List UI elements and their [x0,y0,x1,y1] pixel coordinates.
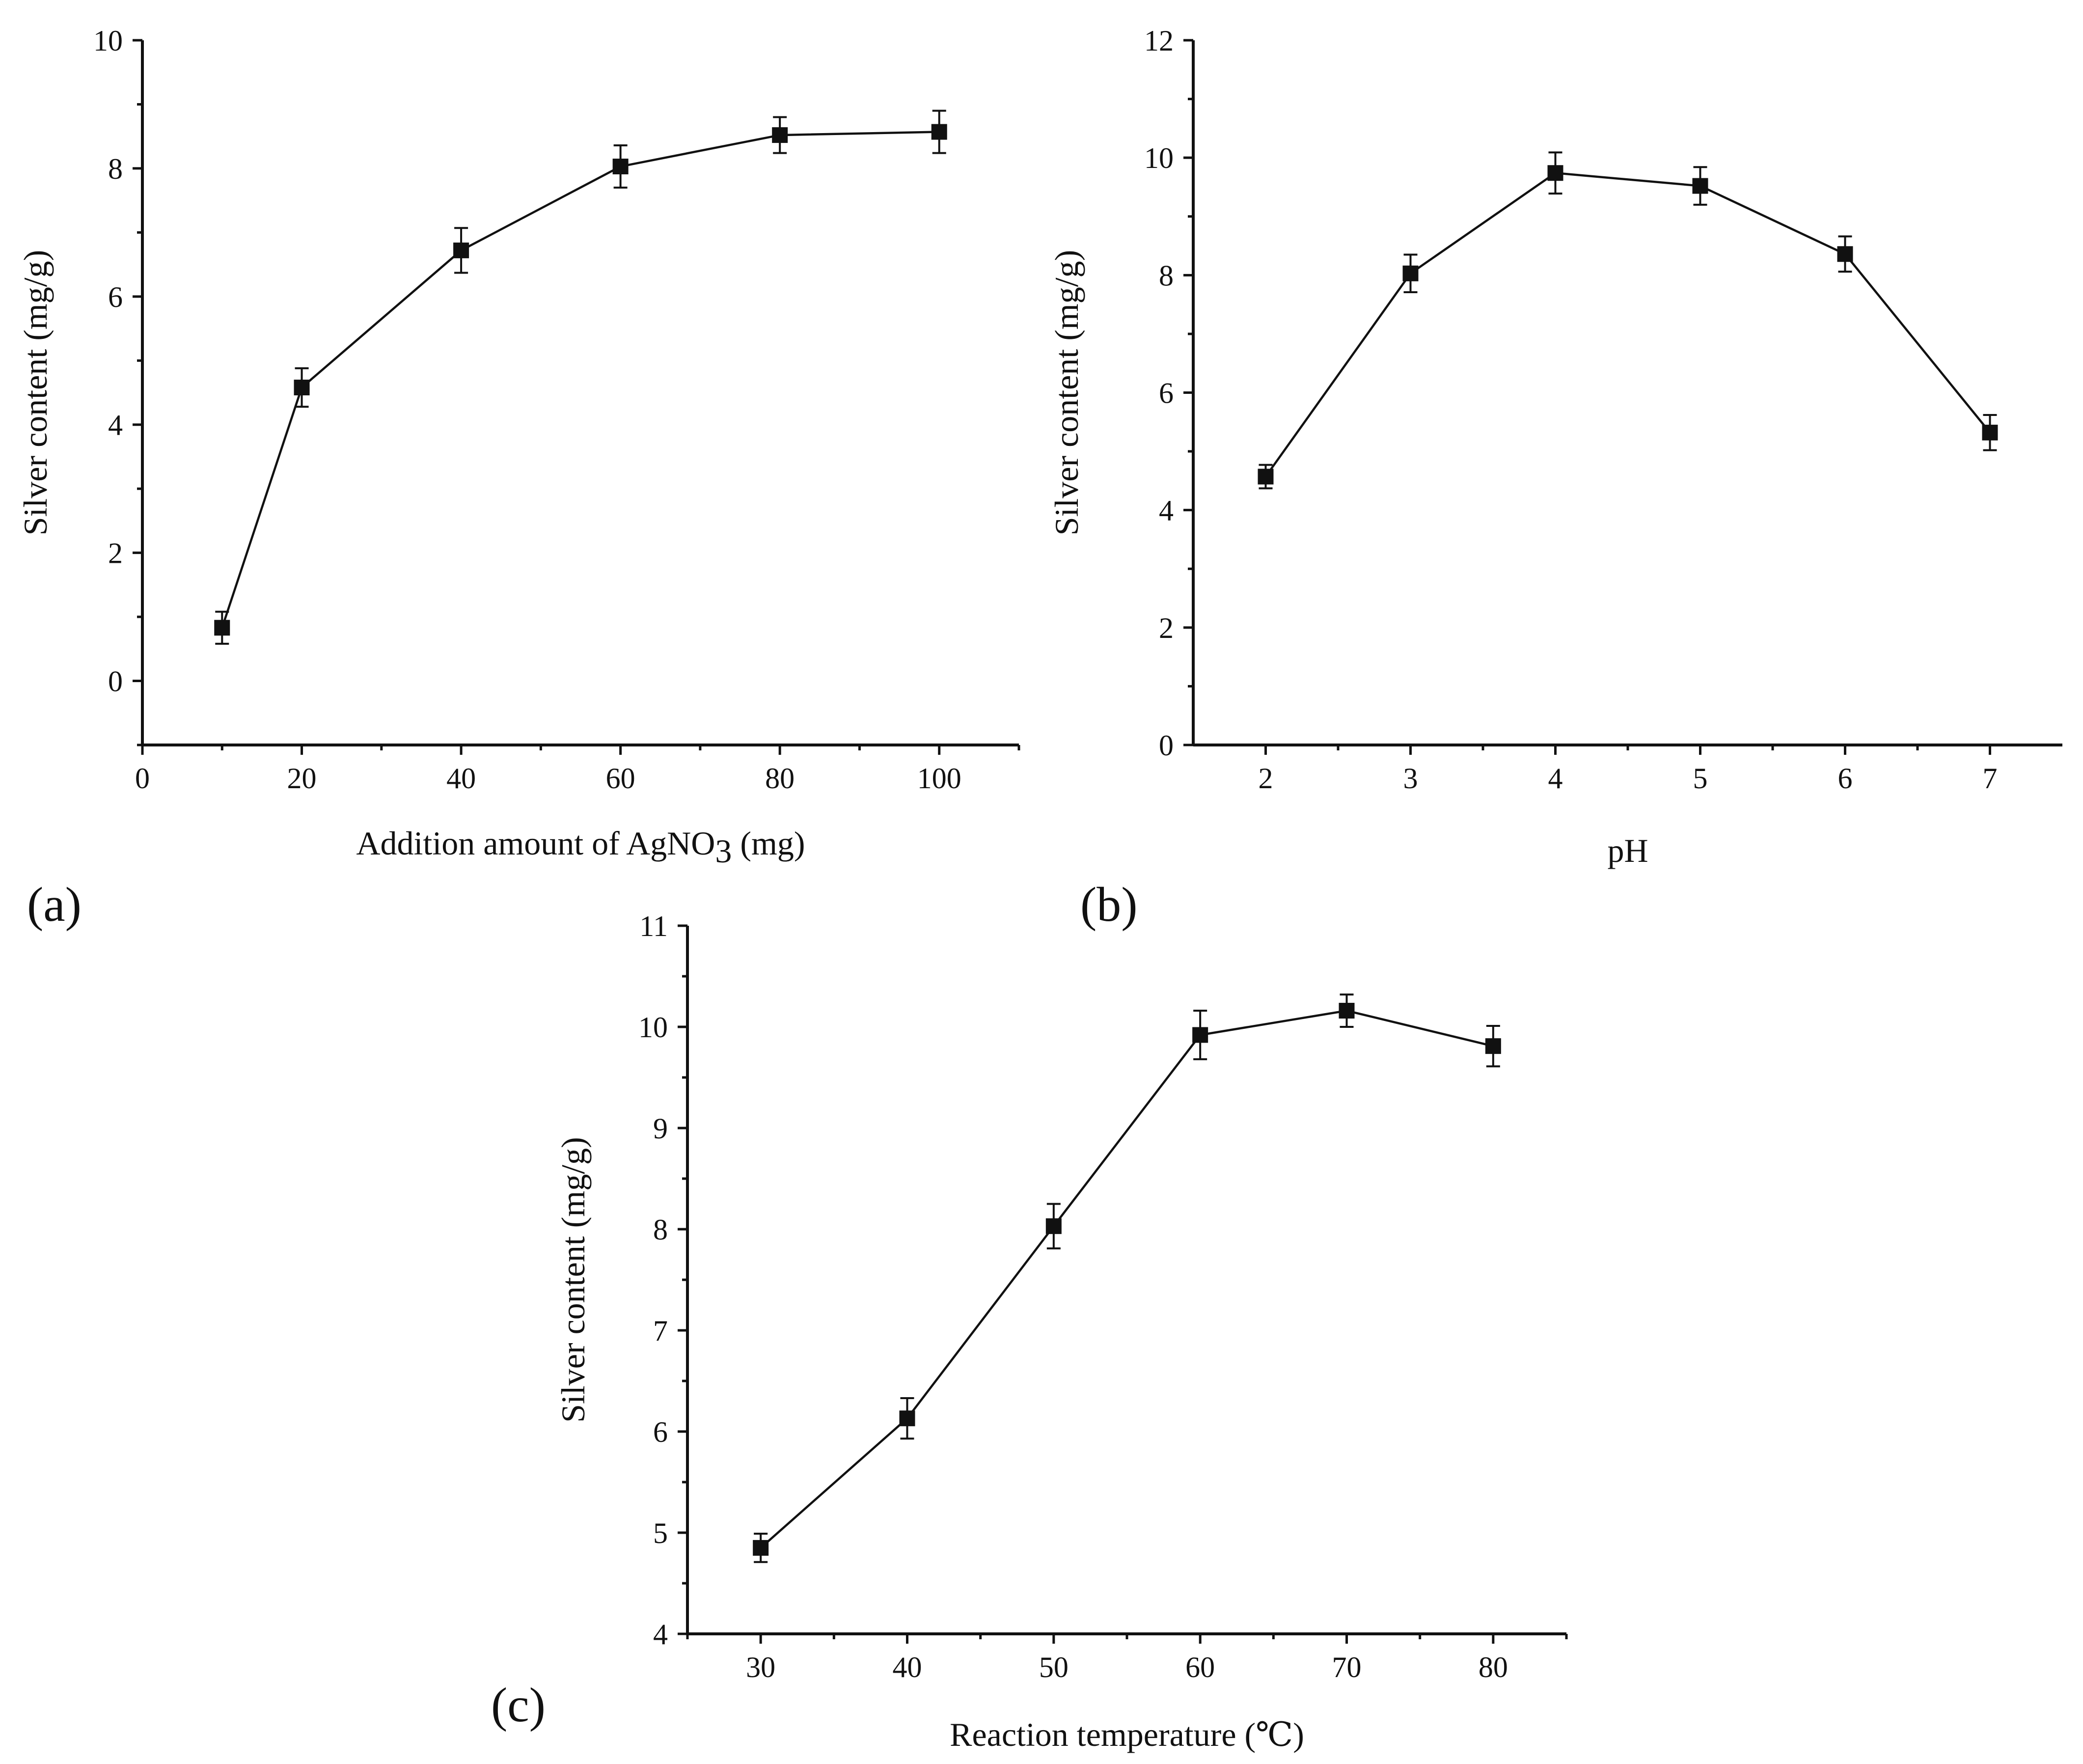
x-tick-label: 5 [1693,762,1708,795]
data-point [1485,1038,1501,1054]
y-tick-label: 5 [653,1517,668,1549]
data-point [772,127,788,143]
y-axis-title: Silver content (mg/g) [554,1137,592,1423]
y-tick-label: 6 [108,281,123,313]
x-tick-label: 3 [1403,762,1418,795]
y-tick-label: 2 [1159,612,1174,644]
y-tick-label: 6 [1159,377,1174,410]
y-axis-title: Silver content (mg/g) [1048,250,1085,536]
panel-label: (c) [491,1678,546,1732]
x-tick-label: 30 [746,1651,775,1683]
y-tick-label: 0 [108,665,123,698]
y-tick-label: 8 [108,153,123,185]
data-point [1258,469,1274,485]
data-point [1339,1003,1355,1019]
chart-panel-1: 0 20 40 60 80 100 0 2 4 6 8 10 Addition amount of Ag… [17,25,1020,932]
x-tick-label: 20 [287,762,317,795]
series-line [760,1009,1494,1549]
data-point [1192,1027,1208,1043]
series-line [1264,171,1991,477]
data-point [1045,1218,1062,1234]
chart-panel-3: 30 40 50 60 70 80 4 5 6 7 8 9 10 11 Reaction temperatu… [491,910,1568,1753]
series-line [221,131,939,628]
y-tick-label: 8 [653,1213,668,1246]
panel-label: (b) [1080,877,1138,932]
x-tick-label: 80 [765,762,795,795]
y-tick-label: 4 [653,1618,668,1651]
x-tick-label: 80 [1479,1651,1508,1683]
data-point [214,620,230,636]
x-tick-label: 40 [446,762,476,795]
x-tick-label: 70 [1332,1651,1362,1683]
x-axis-title: Addition amount of AgNO3 (mg) [356,825,805,870]
y-tick-label: 12 [1144,25,1174,57]
y-tick-label: 10 [1144,142,1174,174]
y-tick-label: 10 [93,25,123,57]
x-axis-title-subscript: 3 [715,832,732,870]
y-tick-label: 7 [653,1315,668,1347]
data-point [1402,265,1419,281]
chart-panel-2: 2 3 4 5 6 7 0 2 4 6 8 10 12 pH Silver content (mg/g) (b… [1048,25,2062,932]
y-tick-label: 10 [638,1011,668,1044]
data-point [1547,165,1563,181]
y-axis-title: Silver content (mg/g) [17,250,54,536]
data-point [1692,178,1708,194]
x-tick-label: 7 [1983,762,1998,795]
data-point [931,124,947,140]
y-tick-label: 6 [653,1416,668,1448]
y-tick-label: 4 [1159,495,1174,527]
data-point [294,380,310,396]
x-tick-label: 60 [606,762,635,795]
x-tick-label: 2 [1259,762,1273,795]
y-tick-label: 11 [639,910,668,942]
data-point [453,242,469,258]
y-tick-label: 8 [1159,259,1174,292]
x-axis-title: pH [1607,832,1648,869]
panel-label: (a) [27,877,82,932]
data-point [612,158,629,174]
data-point [1982,424,1998,441]
x-tick-label: 6 [1838,762,1853,795]
data-point [1837,246,1853,262]
x-axis-title: Reaction temperature (℃) [950,1716,1304,1753]
x-tick-label: 40 [893,1651,922,1683]
data-point [899,1410,915,1427]
y-tick-label: 2 [108,537,123,570]
data-point [753,1540,769,1556]
x-tick-label: 0 [135,762,150,795]
x-tick-label: 100 [917,762,961,795]
y-tick-label: 0 [1159,729,1174,762]
x-tick-label: 50 [1039,1651,1069,1683]
x-tick-label: 4 [1548,762,1563,795]
x-tick-label: 60 [1185,1651,1215,1683]
y-tick-label: 9 [653,1112,668,1145]
y-tick-label: 4 [108,409,123,441]
